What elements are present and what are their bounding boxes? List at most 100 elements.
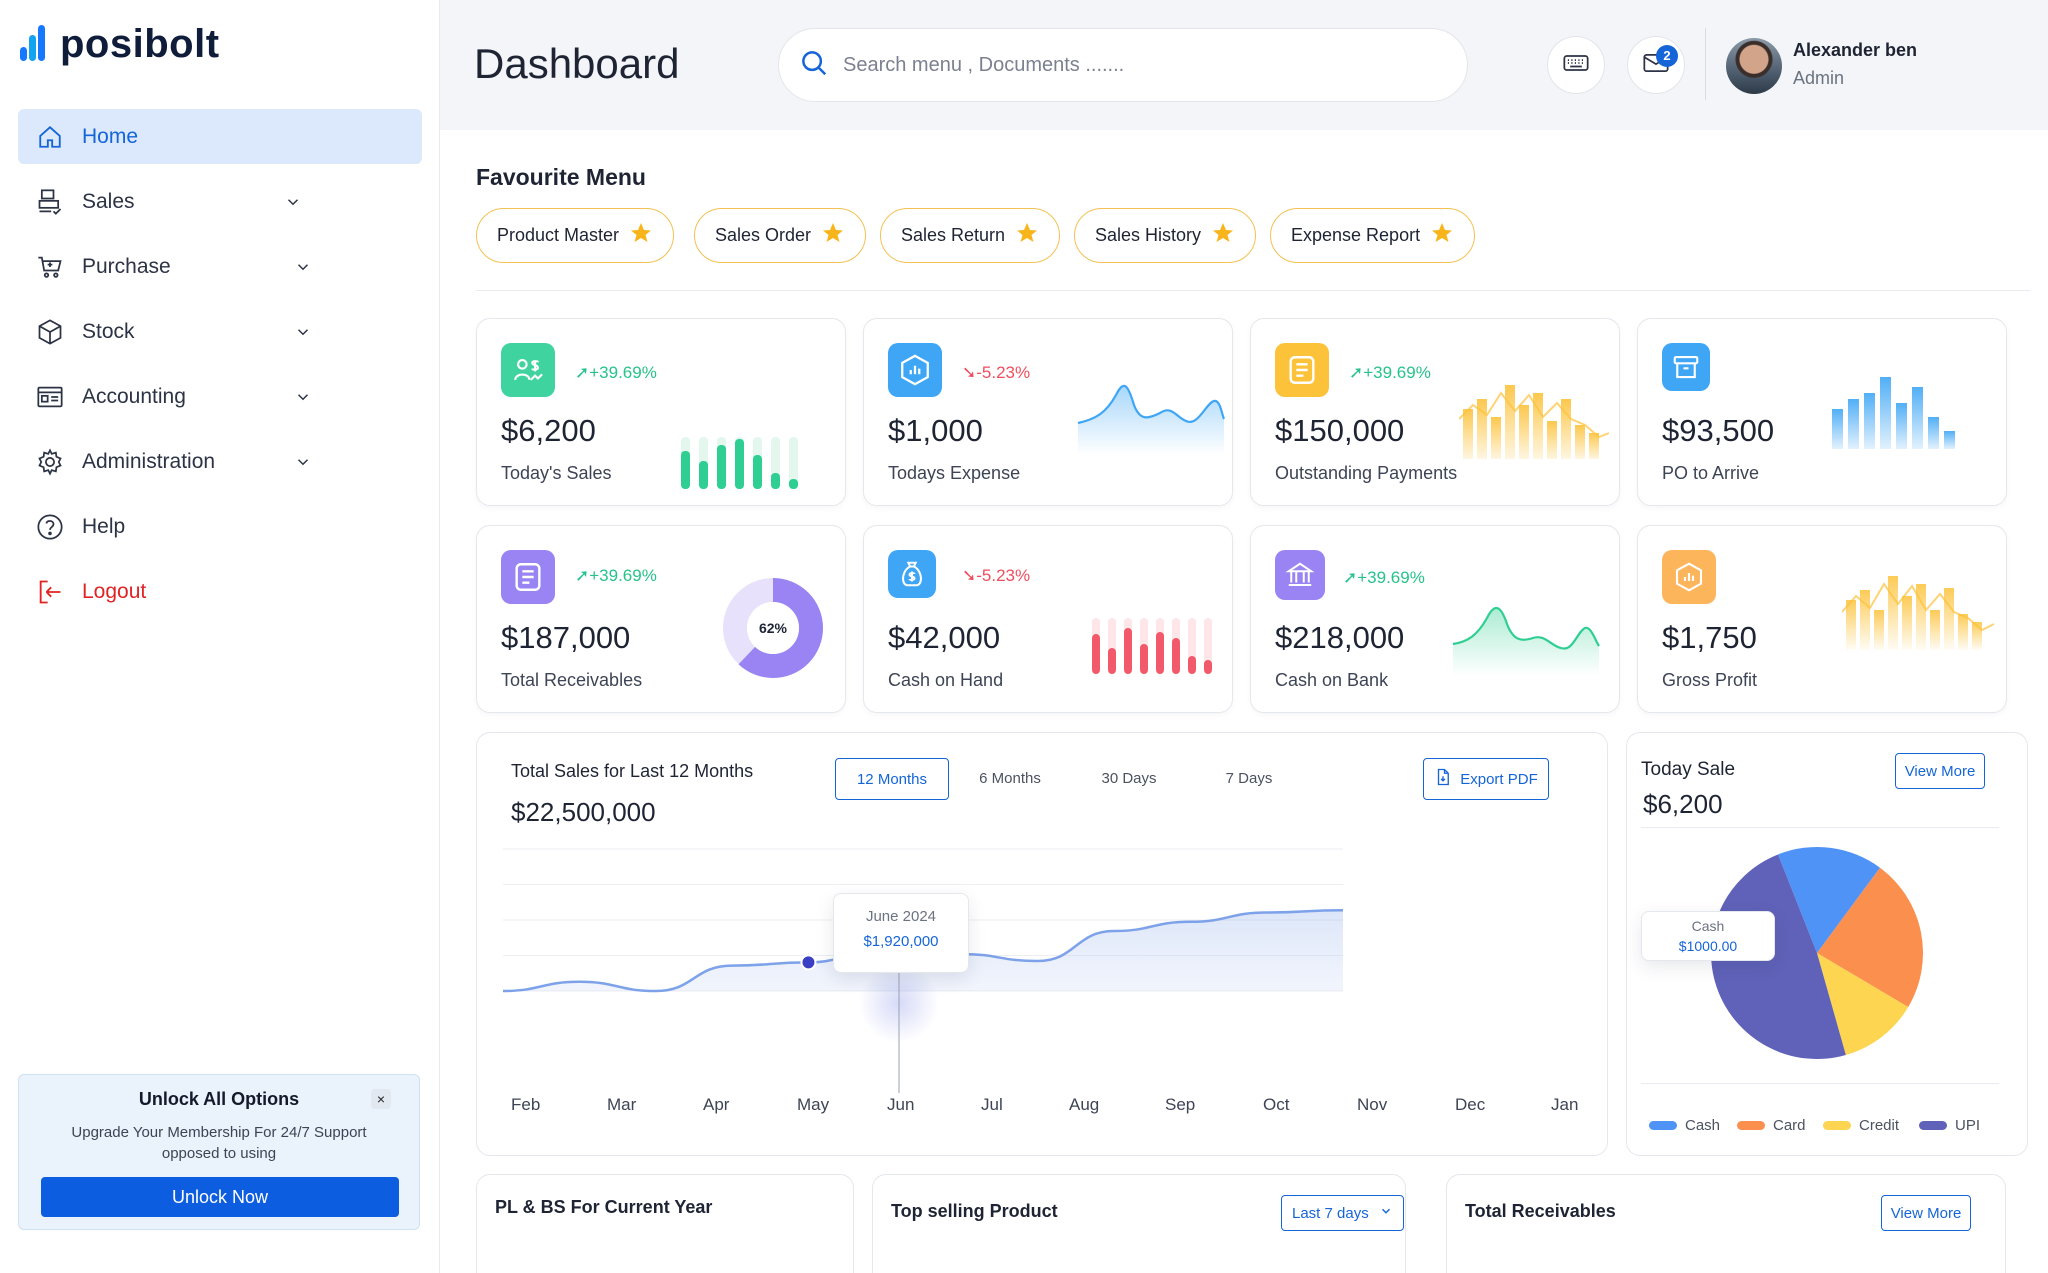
app-logo[interactable]: posibolt xyxy=(18,22,220,67)
legend-item-cash[interactable]: Cash xyxy=(1649,1117,1720,1134)
list-icon xyxy=(501,550,555,604)
kpi-card-cash-on-hand[interactable]: ➘-5.23% $42,000 Cash on Hand xyxy=(863,525,1233,713)
header-divider xyxy=(1705,28,1706,100)
keyboard-button[interactable] xyxy=(1547,36,1605,94)
avatar[interactable] xyxy=(1726,38,1782,94)
mail-button[interactable]: 2 xyxy=(1627,36,1685,94)
donut-chart: 62% xyxy=(723,578,823,678)
sales-area-chart[interactable] xyxy=(477,733,1609,1157)
chevron-down-icon[interactable] xyxy=(294,453,312,477)
range-tab-7-days[interactable]: 7 Days xyxy=(1225,770,1273,787)
favourite-chip[interactable]: Expense Report xyxy=(1270,208,1476,263)
star-icon[interactable] xyxy=(1015,221,1039,250)
kpi-value: $93,500 xyxy=(1662,413,1775,448)
donut-label: 62% xyxy=(759,620,788,636)
sidebar-item-sales[interactable]: Sales xyxy=(18,174,422,229)
data-point-highlight[interactable] xyxy=(800,954,817,971)
legend-item-upi[interactable]: UPI xyxy=(1919,1117,1980,1134)
favourite-chip[interactable]: Sales Return xyxy=(880,208,1061,263)
kpi-card-po-to-arrive[interactable]: $93,500 PO to Arrive xyxy=(1637,318,2007,506)
hexagon-chart-icon xyxy=(1662,550,1716,604)
sidebar-item-help[interactable]: Help xyxy=(18,499,422,554)
logout-icon xyxy=(36,578,64,606)
close-icon[interactable]: × xyxy=(371,1089,391,1109)
trend-up-icon: ➚ xyxy=(575,566,590,585)
help-icon xyxy=(36,513,64,541)
kpi-card-outstanding-payments[interactable]: ➚+39.69% $150,000 Outstanding Payments xyxy=(1250,318,1620,506)
search-input[interactable] xyxy=(843,53,1403,77)
star-icon[interactable] xyxy=(821,221,845,250)
pie-slice-cash[interactable] xyxy=(1777,847,1880,953)
legend-swatch xyxy=(1823,1121,1851,1130)
kpi-card-total-receivables[interactable]: ➚+39.69% $187,000 Total Receivables 62% xyxy=(476,525,846,713)
unlock-banner: Unlock All Options × Upgrade Your Member… xyxy=(18,1074,420,1230)
search-bar[interactable] xyxy=(778,28,1468,102)
trend-up-icon: ➚ xyxy=(575,363,590,382)
sidebar-item-label: Sales xyxy=(82,189,135,213)
pie-slice-upi[interactable] xyxy=(1711,854,1846,1059)
range-dropdown[interactable]: Last 7 days xyxy=(1281,1195,1404,1231)
view-more-button[interactable]: View More xyxy=(1881,1195,1971,1231)
legend-swatch xyxy=(1919,1121,1947,1130)
chevron-down-icon[interactable] xyxy=(294,258,312,282)
total-receivables-panel: Total Receivables View More xyxy=(1446,1174,2006,1273)
user-role: Admin xyxy=(1793,68,1845,88)
kpi-value: $1,000 xyxy=(888,413,983,448)
file-download-icon xyxy=(1434,768,1452,790)
kpi-label: Gross Profit xyxy=(1662,670,1758,690)
sidebar-item-administration[interactable]: Administration xyxy=(18,434,422,489)
kpi-label: Cash on Hand xyxy=(888,670,1004,690)
chevron-down-icon[interactable] xyxy=(294,388,312,412)
pie-slice-credit[interactable] xyxy=(1817,953,1909,1055)
favourite-label: Sales History xyxy=(1095,225,1202,245)
star-icon[interactable] xyxy=(629,221,653,250)
view-more-button[interactable]: View More xyxy=(1895,753,1985,789)
pie-slice-card[interactable] xyxy=(1817,867,1923,1008)
unlock-now-button[interactable]: Unlock Now xyxy=(41,1177,399,1217)
sidebar-item-logout[interactable]: Logout xyxy=(18,564,422,619)
legend-item-card[interactable]: Card xyxy=(1737,1117,1806,1134)
home-icon xyxy=(36,123,64,151)
legend-item-credit[interactable]: Credit xyxy=(1823,1117,1899,1134)
star-icon[interactable] xyxy=(1211,221,1235,250)
export-pdf-button[interactable]: Export PDF xyxy=(1423,758,1549,800)
favourite-label: Sales Order xyxy=(715,225,812,245)
kpi-card-gross-profit[interactable]: $1,750 Gross Profit xyxy=(1637,525,2007,713)
favourite-chip[interactable]: Sales History xyxy=(1074,208,1257,263)
range-tab-12-months[interactable]: 12 Months xyxy=(835,758,949,800)
x-tick-label: Mar xyxy=(607,1095,637,1114)
trend-up-icon: ➚ xyxy=(1343,568,1358,587)
sidebar-item-home[interactable]: Home xyxy=(18,109,422,164)
sparkline-bars xyxy=(1832,377,1955,449)
sales-icon xyxy=(36,188,64,216)
x-tick-label: Jul xyxy=(981,1095,1003,1114)
kpi-card-todays-expense[interactable]: ➘-5.23% $1,000 Todays Expense xyxy=(863,318,1233,506)
range-tab-30-days[interactable]: 30 Days xyxy=(1101,770,1157,787)
pl-bs-panel: PL & BS For Current Year xyxy=(476,1174,854,1273)
money-bag-icon xyxy=(888,550,936,598)
sidebar-item-purchase[interactable]: Purchase xyxy=(18,239,422,294)
sidebar-item-accounting[interactable]: Accounting xyxy=(18,369,422,424)
star-icon[interactable] xyxy=(1430,221,1454,250)
sparkline-area xyxy=(1452,607,1600,676)
chevron-down-icon[interactable] xyxy=(284,193,302,217)
kpi-card-cash-on-bank[interactable]: ➚+39.69% $218,000 Cash on Bank xyxy=(1250,525,1620,713)
sidebar-item-label: Purchase xyxy=(82,254,171,278)
user-name[interactable]: Alexander ben xyxy=(1793,40,1918,60)
chevron-down-icon[interactable] xyxy=(294,323,312,347)
sparkline-bars xyxy=(1092,618,1212,674)
favourite-chip[interactable]: Product Master xyxy=(476,208,675,263)
kpi-value: $150,000 xyxy=(1275,413,1405,448)
favourite-label: Expense Report xyxy=(1291,225,1421,245)
kpi-label: Total Receivables xyxy=(501,670,643,690)
kpi-card-todays-sales[interactable]: ➚+39.69% $6,200 Today's Sales xyxy=(476,318,846,506)
kpi-label: PO to Arrive xyxy=(1662,463,1760,483)
sidebar-item-stock[interactable]: Stock xyxy=(18,304,422,359)
range-tab-6-months[interactable]: 6 Months xyxy=(979,770,1041,787)
pie-tooltip-value: $1000.00 xyxy=(1678,938,1738,954)
divider xyxy=(1641,1083,1999,1084)
export-pdf-label: Export PDF xyxy=(1460,770,1538,788)
page-title: Dashboard xyxy=(474,40,680,87)
favourite-chip[interactable]: Sales Order xyxy=(694,208,867,263)
today-sale-pie-chart[interactable] xyxy=(1697,833,1937,1073)
